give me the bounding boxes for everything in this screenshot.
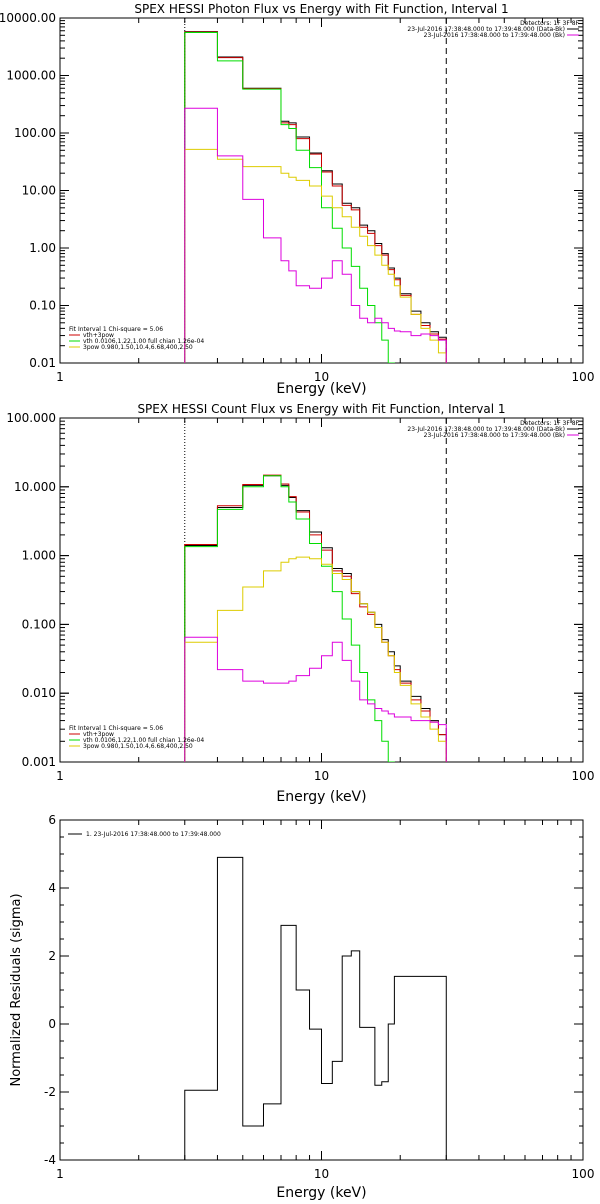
x-tick-label: 1 — [56, 769, 64, 783]
chart-title: SPEX HESSI Photon Flux vs Energy with Fi… — [134, 2, 508, 16]
chart-panel-1: SPEX HESSI Photon Flux vs Energy with Fi… — [0, 2, 594, 397]
y-tick-label: -2 — [44, 1085, 56, 1099]
legend-entry-1: Fit Interval 1 Chi-square = 5.06 — [69, 326, 163, 333]
y-tick-label: 0.01 — [29, 356, 56, 370]
y-tick-label: 0.001 — [22, 755, 56, 769]
plot-frame — [59, 819, 584, 1161]
y-tick-label: 0.10 — [29, 299, 56, 313]
series-bk — [184, 107, 447, 363]
y-tick-label: 2 — [48, 949, 56, 963]
detector-info-1: Detectors: 1F 3F 8F — [520, 420, 579, 427]
series-3pow — [184, 556, 447, 762]
detector-info-2: 23-Jul-2016 17:38:48.000 to 17:39:48.000… — [407, 26, 565, 33]
x-axis-title: Energy (keV) — [276, 1185, 366, 1200]
y-tick-label: 1000.00 — [6, 69, 56, 83]
x-axis-title: Energy (keV) — [276, 381, 366, 397]
x-tick-label: 100 — [572, 1167, 595, 1181]
legend-entry-1: 1. 23-Jul-2016 17:38:48.000 to 17:39:48.… — [86, 831, 221, 838]
x-tick-label: 10 — [314, 370, 329, 384]
y-tick-label: 0.100 — [22, 617, 56, 631]
plot-frame — [59, 417, 584, 763]
series-vth-3pow — [184, 31, 447, 363]
x-tick-label: 1 — [56, 1167, 64, 1181]
y-tick-label: -4 — [44, 1153, 56, 1167]
series-3pow — [184, 148, 447, 363]
series-residuals — [184, 856, 447, 1160]
y-tick-label: 100.00 — [14, 126, 56, 140]
legend-entry-4: 3pow 0.980,1.50,10.4,6.68,400,2.50 — [83, 344, 193, 351]
legend-entry-3: vth 0.0106,1.22,1.00 full chian 1.26e-04 — [83, 737, 204, 744]
data-layer — [184, 418, 447, 762]
y-tick-label: 10.00 — [22, 184, 56, 198]
series-vth — [184, 31, 447, 363]
legend-entry-4: 3pow 0.980,1.50,10.4,6.68,400,2.50 — [83, 743, 193, 750]
x-axis-title: Energy (keV) — [276, 789, 366, 805]
y-tick-label: 4 — [48, 881, 56, 895]
legend-entry-2: vth+3pow — [83, 332, 114, 339]
y-tick-label: 6 — [48, 813, 56, 827]
detector-info-2: 23-Jul-2016 17:38:48.000 to 17:39:48.000… — [407, 426, 565, 433]
series-vth — [184, 475, 447, 762]
data-layer — [184, 856, 447, 1160]
y-tick-label: 0 — [48, 1017, 56, 1031]
x-tick-label: 10 — [314, 1167, 329, 1181]
x-tick-label: 10 — [314, 769, 329, 783]
series-bk — [184, 636, 447, 762]
detector-info-3: 23-Jul-2016 17:38:48.000 to 17:39:48.000… — [424, 432, 565, 439]
y-tick-label: 1.000 — [22, 549, 56, 563]
x-tick-label: 100 — [572, 370, 595, 384]
y-tick-label: 0.010 — [22, 686, 56, 700]
data-layer — [184, 18, 447, 363]
x-tick-label: 100 — [572, 769, 595, 783]
series-vth-3pow — [184, 474, 447, 762]
y-tick-label: 100.000 — [6, 411, 56, 425]
x-tick-label: 1 — [56, 370, 64, 384]
y-tick-label: 1.00 — [29, 241, 56, 255]
series-data-bk — [184, 31, 447, 363]
detector-info-1: Detectors: 1F 3F 8F — [520, 20, 579, 27]
y-tick-label: 10.000 — [14, 480, 56, 494]
y-tick-label: 10000.00 — [0, 11, 56, 25]
detector-info-3: 23-Jul-2016 17:38:48.000 to 17:39:48.000… — [424, 32, 565, 39]
chart-title: SPEX HESSI Count Flux vs Energy with Fit… — [137, 402, 505, 416]
legend-entry-2: vth+3pow — [83, 731, 114, 738]
legend-entry-3: vth 0.0106,1.22,1.00 full chian 1.26e-04 — [83, 338, 204, 345]
series-data-bk — [184, 475, 447, 762]
chart-panel-2: SPEX HESSI Count Flux vs Energy with Fit… — [6, 402, 594, 805]
legend-entry-1: Fit Interval 1 Chi-square = 5.06 — [69, 725, 163, 732]
y-axis-title: Normalized Residuals (sigma) — [9, 893, 24, 1086]
chart-panel-3: 1 10 100 -4 -2 0 2 4 6 Energy (keV) Normalized Res… — [9, 813, 595, 1201]
